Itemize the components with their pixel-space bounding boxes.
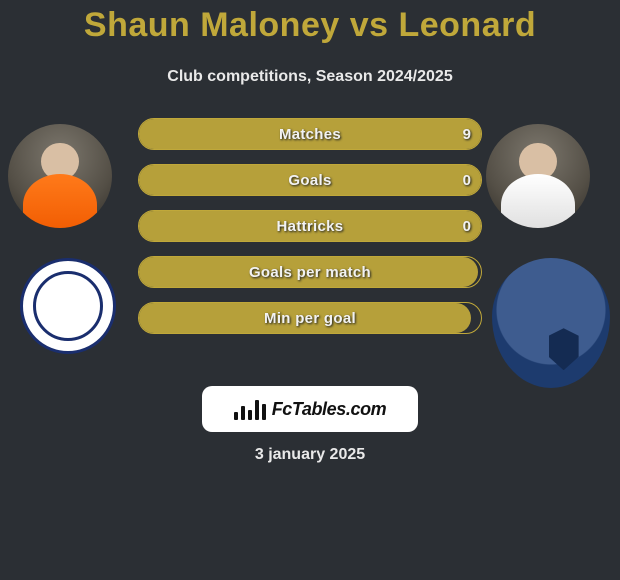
brand-bars-icon [234, 398, 266, 420]
stat-row-hattricks: Hattricks 0 [138, 210, 482, 242]
stat-label: Goals [139, 165, 481, 195]
stat-rows: Matches 9 Goals 0 Hattricks 0 Goals per … [138, 118, 482, 348]
player-right-avatar [486, 124, 590, 228]
avatar-body-icon [23, 174, 98, 228]
stat-value-right: 0 [463, 211, 471, 241]
stat-row-goals-per-match: Goals per match [138, 256, 482, 288]
stat-label: Goals per match [139, 257, 481, 287]
page-title: Shaun Maloney vs Leonard [0, 6, 620, 45]
stat-row-goals: Goals 0 [138, 164, 482, 196]
stat-label: Min per goal [139, 303, 481, 333]
stat-row-matches: Matches 9 [138, 118, 482, 150]
player-left-avatar [8, 124, 112, 228]
stat-label: Matches [139, 119, 481, 149]
stat-row-min-per-goal: Min per goal [138, 302, 482, 334]
stat-value-right: 9 [463, 119, 471, 149]
brand-plate: FcTables.com [202, 386, 418, 432]
stat-label: Hattricks [139, 211, 481, 241]
generated-date: 3 january 2025 [0, 446, 620, 464]
avatar-body-icon [501, 174, 576, 228]
stat-value-right: 0 [463, 165, 471, 195]
brand-text: FcTables.com [272, 399, 387, 420]
club-left-crest-icon [20, 258, 116, 354]
club-right-crest-icon [492, 258, 610, 388]
subtitle: Club competitions, Season 2024/2025 [0, 68, 620, 86]
comparison-card: Shaun Maloney vs Leonard Club competitio… [0, 0, 620, 580]
